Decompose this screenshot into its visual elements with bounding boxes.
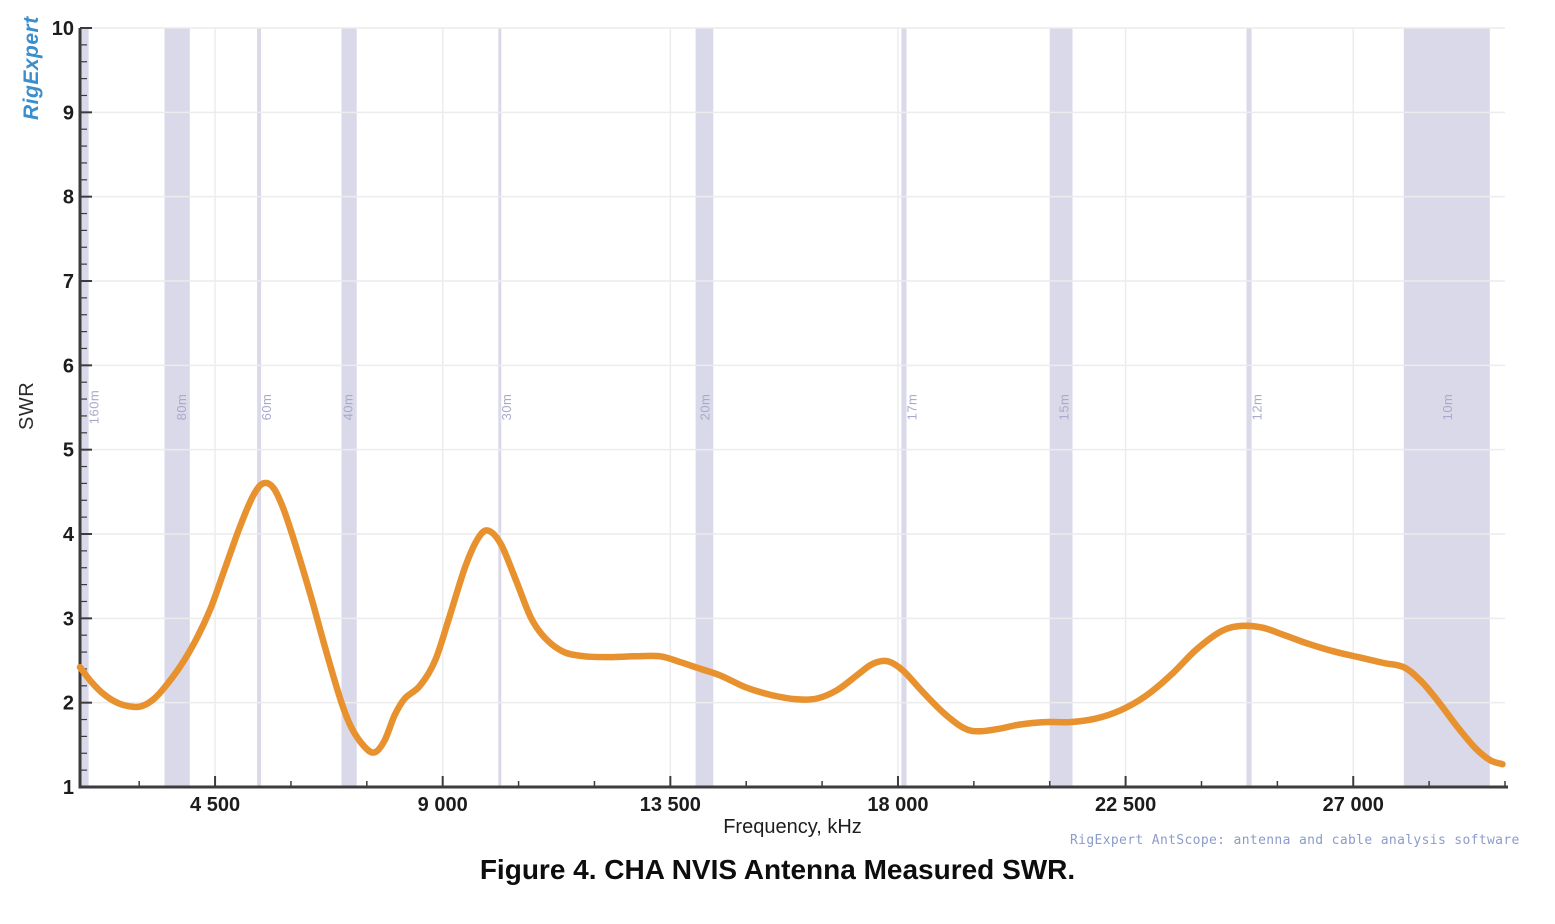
y-axis-title: SWR bbox=[16, 381, 38, 430]
y-tick-label: 6 bbox=[63, 355, 74, 377]
x-tick-label: 18 000 bbox=[867, 794, 928, 816]
band-label-17m: 17m bbox=[904, 394, 919, 421]
y-tick-label: 7 bbox=[63, 271, 74, 293]
x-tick-label: 13 500 bbox=[640, 794, 701, 816]
y-tick-label: 1 bbox=[63, 777, 74, 799]
band-label-20m: 20m bbox=[697, 394, 712, 421]
band-label-60m: 60m bbox=[259, 394, 274, 421]
x-tick-label: 27 000 bbox=[1323, 794, 1384, 816]
band-15m bbox=[1049, 28, 1073, 787]
y-tick-label: 9 bbox=[63, 102, 74, 124]
swr-curve bbox=[76, 479, 1506, 768]
band-label-15m: 15m bbox=[1056, 394, 1071, 421]
x-tick-label: 9 000 bbox=[418, 794, 468, 816]
y-tick-label: 3 bbox=[63, 608, 74, 630]
band-label-160m: 160m bbox=[87, 390, 102, 425]
band-12m bbox=[1246, 28, 1252, 787]
band-label-12m: 12m bbox=[1250, 394, 1265, 421]
band-label-10m: 10m bbox=[1440, 394, 1455, 421]
y-tick-label: 4 bbox=[63, 524, 75, 546]
band-40m bbox=[341, 28, 357, 787]
software-credit: RigExpert AntScope: antenna and cable an… bbox=[1070, 833, 1520, 848]
y-tick-label: 2 bbox=[63, 693, 74, 715]
band-17m bbox=[901, 28, 907, 787]
band-10m bbox=[1403, 28, 1490, 787]
y-tick-label: 5 bbox=[63, 440, 74, 462]
figure-caption: Figure 4. CHA NVIS Antenna Measured SWR. bbox=[479, 854, 1076, 885]
x-axis-title: Frequency, kHz bbox=[723, 816, 862, 838]
band-160m bbox=[80, 28, 89, 787]
x-tick-label: 4 500 bbox=[190, 794, 240, 816]
band-label-30m: 30m bbox=[499, 394, 514, 421]
x-tick-label: 22 500 bbox=[1095, 794, 1156, 816]
band-30m bbox=[498, 28, 502, 787]
band-label-40m: 40m bbox=[341, 394, 356, 421]
band-label-80m: 80m bbox=[174, 394, 189, 421]
band-60m bbox=[257, 28, 262, 787]
rigexpert-logo: RigExpert bbox=[20, 16, 43, 120]
y-tick-label: 10 bbox=[52, 18, 74, 40]
band-20m bbox=[695, 28, 714, 787]
y-tick-label: 8 bbox=[63, 187, 74, 209]
